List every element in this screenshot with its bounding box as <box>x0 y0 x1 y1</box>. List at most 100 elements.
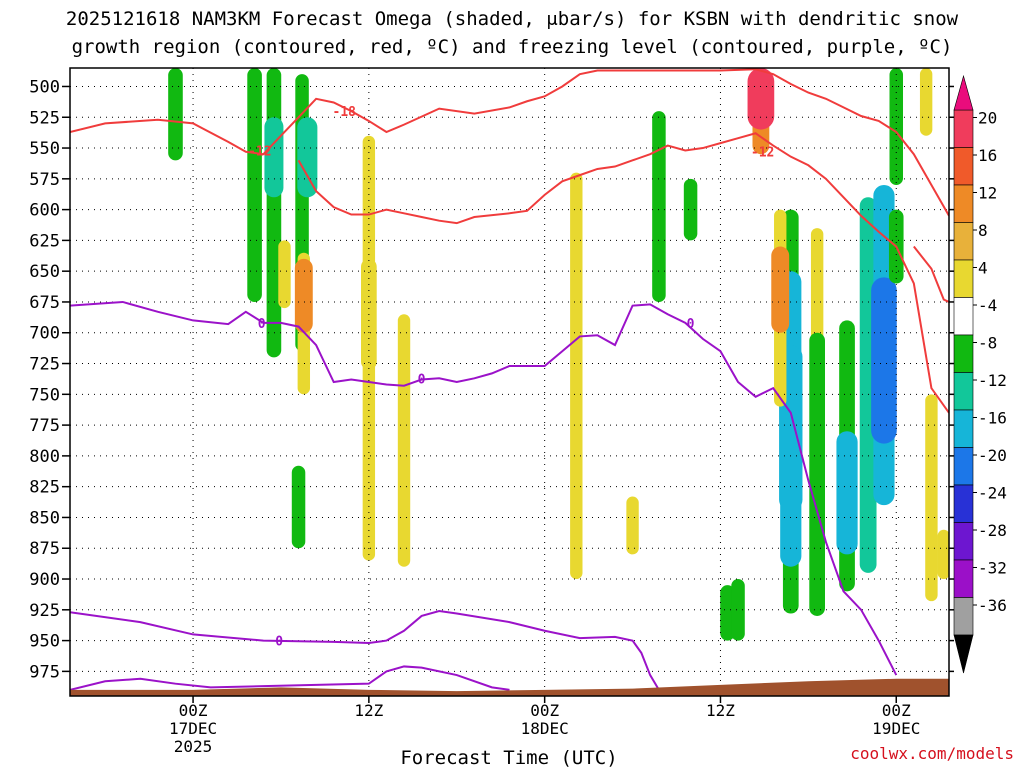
colorbar-label-11: -28 <box>978 521 1007 540</box>
plot-area-background <box>70 68 949 696</box>
omega-region-2 <box>266 68 282 358</box>
colorbar-swatch-9 <box>953 447 974 486</box>
contour-labels: -12 -18 -12 0 0 0 0 <box>248 105 774 649</box>
dendritic-contour-label-2: -12 <box>751 146 774 161</box>
y-tick-label-725: 725 <box>29 355 60 375</box>
colorbar-swatch-3 <box>953 222 974 261</box>
freezing-level-contours <box>70 300 898 691</box>
colorbar-label-5: -4 <box>978 296 997 315</box>
colorbar-label-0: 20 <box>978 109 997 128</box>
colorbar-swatch-1 <box>953 147 974 186</box>
colorbar-label-8: -16 <box>978 409 1007 428</box>
x-tick-label-4-1: 19DEC <box>872 719 920 738</box>
x-tick-label-2-1: 18DEC <box>521 719 569 738</box>
y-tick-label-775: 775 <box>29 416 60 436</box>
colorbar-swatch-6 <box>953 334 974 373</box>
colorbar: 20 16 12 8 4 -4 -8 -12 -16 -20 -24 -28 -32 -36 <box>953 74 1007 674</box>
y-tick-label-525: 525 <box>29 108 60 128</box>
y-tick-label-700: 700 <box>29 324 60 344</box>
colorbar-swatch-0 <box>953 109 974 148</box>
x-axis-label: Forecast Time (UTC) <box>400 747 617 768</box>
colorbar-label-10: -24 <box>978 484 1007 503</box>
colorbar-label-1: 16 <box>978 146 997 165</box>
y-tick-label-600: 600 <box>29 201 60 221</box>
y-axis: 500 525 550 575 600 625 650 675 700 725 750 775 800 8… <box>29 77 954 682</box>
omega-region-7 <box>294 258 313 333</box>
omega-region-24 <box>771 246 790 333</box>
omega-region-1 <box>247 68 262 302</box>
omega-region-31 <box>871 277 897 444</box>
omega-region-17 <box>720 585 735 641</box>
y-tick-label-675: 675 <box>29 293 60 313</box>
colorbar-swatch-8 <box>953 409 974 448</box>
omega-region-16 <box>683 178 698 241</box>
y-tick-label-875: 875 <box>29 539 60 559</box>
colorbar-swatch-4 <box>953 259 974 298</box>
omega-region-19 <box>747 68 775 130</box>
freezing-contour-label-1: 0 <box>418 372 426 387</box>
y-tick-label-650: 650 <box>29 262 60 282</box>
omega-region-13 <box>570 172 583 580</box>
chart-title-line1: 2025121618 NAM3KM Forecast Omega (shaded… <box>66 8 959 30</box>
y-tick-label-950: 950 <box>29 632 60 652</box>
colorbar-label-13: -36 <box>978 596 1007 615</box>
omega-region-26 <box>809 332 825 616</box>
freezing-level-main <box>70 300 898 676</box>
x-tick-label-0-2: 2025 <box>174 737 213 756</box>
colorbar-swatch-7 <box>953 372 974 411</box>
y-tick-label-825: 825 <box>29 478 60 498</box>
freezing-contour-label-2: 0 <box>687 317 695 332</box>
dendritic-upper-contour <box>70 68 949 217</box>
credit-text: coolwx.com/models <box>850 744 1014 763</box>
colorbar-label-4: 4 <box>978 259 988 278</box>
y-tick-label-550: 550 <box>29 139 60 159</box>
colorbar-label-7: -12 <box>978 371 1007 390</box>
y-tick-label-500: 500 <box>29 77 60 97</box>
omega-region-10 <box>397 314 411 567</box>
dendritic-contour-label-1: -18 <box>333 105 357 120</box>
dendritic-contour-label-0: -12 <box>248 145 271 160</box>
colorbar-swatch-10 <box>953 484 974 523</box>
colorbar-top-arrow <box>953 74 974 111</box>
colorbar-swatch-11 <box>953 522 974 561</box>
omega-region-5 <box>297 117 318 198</box>
y-tick-label-925: 925 <box>29 601 60 621</box>
omega-region-11 <box>278 240 291 309</box>
x-tick-label-4-0: 00Z <box>882 701 911 720</box>
colorbar-swatch-5 <box>953 297 974 336</box>
y-tick-label-975: 975 <box>29 662 60 682</box>
omega-region-36 <box>937 529 949 580</box>
x-tick-label-2-0: 00Z <box>530 701 559 720</box>
chart-title-line2: growth region (contoured, red, ºC) and f… <box>72 36 953 58</box>
y-tick-label-800: 800 <box>29 447 60 467</box>
omega-region-32 <box>889 68 904 185</box>
omega-region-15 <box>652 111 666 302</box>
omega-region-14 <box>626 496 639 555</box>
x-tick-label-0-0: 00Z <box>179 701 208 720</box>
y-tick-label-850: 850 <box>29 508 60 528</box>
colorbar-bottom-arrow <box>953 634 974 674</box>
y-tick-label-750: 750 <box>29 385 60 405</box>
freezing-contour-label-3: 0 <box>275 635 283 650</box>
dendritic-growth-contours <box>70 68 949 414</box>
y-tick-label-575: 575 <box>29 170 60 190</box>
terrain-fill <box>70 678 949 696</box>
grid-lines <box>70 68 949 696</box>
colorbar-label-12: -32 <box>978 559 1007 578</box>
colorbar-label-3: 8 <box>978 221 988 240</box>
omega-shaded-layer <box>168 68 949 641</box>
dendritic-upper-contour-tail <box>913 245 949 303</box>
plot-frame <box>69 67 950 697</box>
colorbar-label-6: -8 <box>978 334 997 353</box>
omega-region-37 <box>731 579 745 641</box>
freezing-level-surface <box>70 665 510 691</box>
x-tick-label-0-1: 17DEC <box>169 719 217 738</box>
y-tick-label-900: 900 <box>29 570 60 590</box>
x-tick-label-3-0: 12Z <box>706 701 735 720</box>
omega-region-12 <box>291 465 306 549</box>
terrain-surface <box>70 678 949 696</box>
colorbar-swatch-12 <box>953 559 974 598</box>
freezing-level-lower <box>70 610 660 691</box>
